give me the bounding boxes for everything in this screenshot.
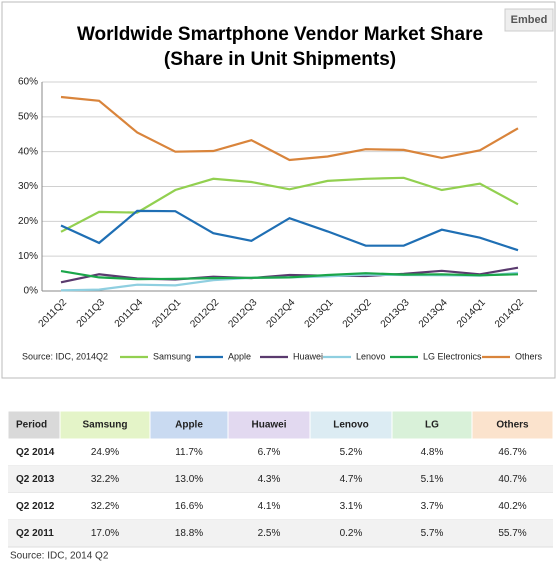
table-header-text: Apple [175,420,203,431]
table-row [8,439,553,466]
series-line [60,176,519,233]
table-header-cell [59,410,151,440]
table-cell: 5.7% [421,528,444,539]
legend-label: Lenovo [356,351,386,361]
table-header-cell [309,410,393,440]
table-header-text: LG [425,420,439,431]
table-header-text: Lenovo [333,420,369,431]
table-row [8,520,553,547]
table-cell: 46.7% [498,447,526,458]
table-cell: 40.2% [498,501,526,512]
table-cell: 32.2% [91,474,119,485]
table-cell: 40.7% [498,474,526,485]
y-tick-label: 50% [18,111,38,122]
table-cell: 32.2% [91,501,119,512]
chart-title: Worldwide Smartphone Vendor Market Share [77,24,483,45]
y-tick-label: 10% [18,251,38,262]
table-cell: 24.9% [91,447,119,458]
table-header-text: Others [496,420,529,431]
table-cell: 4.8% [421,447,444,458]
table-cell: Q2 2013 [16,474,55,485]
table-cell: 4.7% [340,474,363,485]
table-cell: 17.0% [91,528,119,539]
table-cell: 3.1% [340,501,363,512]
table-cell: Q2 2014 [16,447,55,458]
table-cell: 18.8% [175,528,203,539]
table-header-cell [471,410,554,440]
legend-label: Apple [228,351,251,361]
table-cell: 55.7% [498,528,526,539]
table-cell: 6.7% [258,447,281,458]
series-line [60,95,519,162]
table-header-text: Huawei [251,420,286,431]
chart-subtitle: (Share in Unit Shipments) [164,49,396,70]
table-cell: 4.1% [258,501,281,512]
embed-button[interactable] [504,8,554,32]
table-header-text: Period [16,420,47,431]
y-tick-label: 0% [24,286,39,297]
legend-label: Samsung [153,351,191,361]
table-cell: 5.1% [421,474,444,485]
series-line [60,209,519,252]
chart-frame [1,1,556,379]
table-cell: 4.3% [258,474,281,485]
table-cell: 11.7% [175,447,203,458]
table-header-cell [7,410,61,440]
table-cell: 3.7% [421,501,444,512]
table-cell: 2.5% [258,528,281,539]
chart-source: Source: IDC, 2014Q2 [22,351,108,361]
table-cell: 13.0% [175,474,203,485]
embed-label[interactable]: Embed [511,14,548,26]
y-tick-label: 40% [18,146,38,157]
y-tick-label: 60% [18,77,38,88]
table-cell: 16.6% [175,501,203,512]
series-line [60,270,519,281]
y-tick-label: 30% [18,181,38,192]
table-cell: Q2 2012 [16,501,55,512]
y-tick-label: 20% [18,216,38,227]
legend-label: Others [515,351,543,361]
table-row [8,466,553,493]
table-header-text: Samsung [82,420,127,431]
table-cell: 0.2% [340,528,363,539]
table-cell: Q2 2011 [16,528,54,539]
table-source: Source: IDC, 2014 Q2 [10,551,109,562]
legend-label: LG Electronics [423,351,482,361]
table-row [8,493,553,520]
table-cell: 5.2% [340,447,363,458]
legend-label: Huawei [293,351,323,361]
